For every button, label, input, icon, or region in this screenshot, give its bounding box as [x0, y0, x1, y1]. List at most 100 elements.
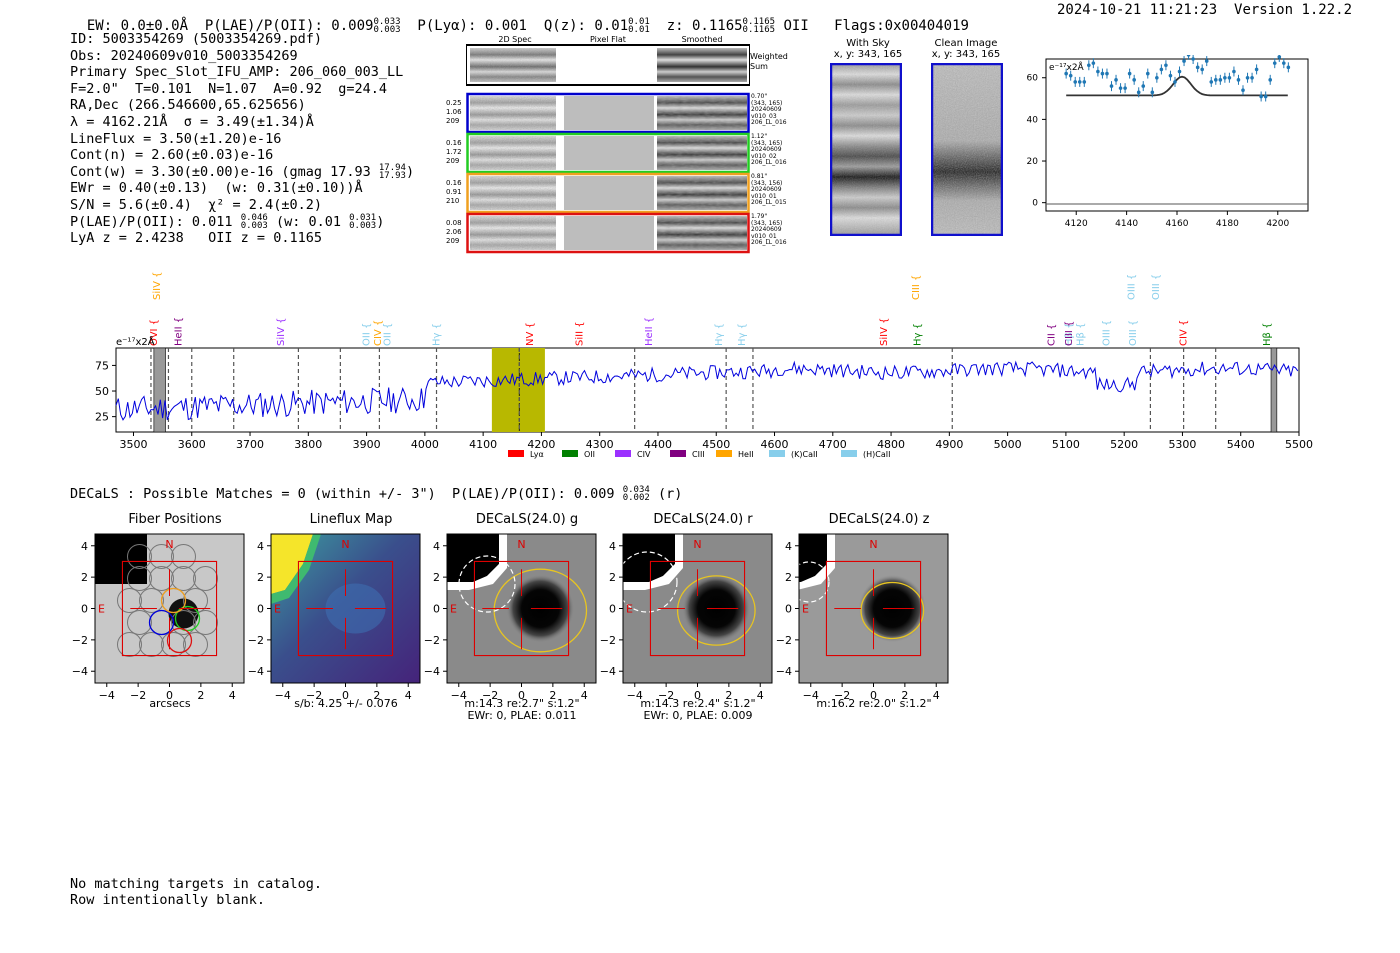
weighted-sum-label: Weighted Sum [750, 52, 788, 71]
panel-xtick: 0 [166, 689, 173, 702]
spectrum-xtick: 4700 [819, 438, 847, 451]
zoom-datapoint [1218, 74, 1223, 85]
panel-xtick: −4 [803, 689, 819, 702]
decals-panel-3: DECaLS(24.0) r N E 4 2 0 −2 −4 −4 −2 0 2 4 m:14.3 re:… [598, 512, 798, 724]
panel-ytick: 0 [785, 603, 792, 616]
neighbor-ellipse [799, 561, 830, 603]
spectral-line-label: SiIV { [879, 318, 890, 346]
panel-xtick: 0 [518, 689, 525, 702]
zoom-datapoint [1105, 68, 1109, 79]
panel-ytick: 0 [81, 603, 88, 616]
panel-xtick: 4 [933, 689, 940, 702]
galaxy-ellipse [860, 581, 925, 640]
weighted-sum-smoothed [657, 48, 747, 82]
panel-xtick: 2 [901, 689, 908, 702]
col-pixflat-label: Pixel Flat [590, 35, 626, 44]
zoom-datapoint [1263, 91, 1268, 102]
spectral-line-label: SiIV { [276, 318, 287, 346]
zoom-datapoint [1268, 74, 1273, 85]
svg-text:CIV: CIV [637, 450, 651, 459]
spectral-line-label: SiIV { [152, 272, 163, 300]
cutout-row-frame [466, 172, 750, 214]
panel-ytick: 4 [609, 540, 616, 553]
zoom-datapoint [1227, 72, 1232, 83]
spectral-line-label: OIII { [1128, 320, 1139, 346]
panel-xtick: −4 [451, 689, 467, 702]
zoom-datapoint [1168, 70, 1173, 81]
spectral-line-label: CIII { [1064, 321, 1075, 346]
cutout-row-values: 0.25 1.06 209 [446, 99, 462, 125]
spectrum-xtick: 4600 [761, 438, 789, 451]
spectrum-ytick: 75 [95, 359, 109, 372]
spectrum-xtick: 4900 [935, 438, 963, 451]
header-plya: P(Lyα): 0.001 [417, 18, 527, 34]
zoom-datapoint [1236, 74, 1241, 85]
zoom-datapoint [1213, 74, 1218, 85]
zoom-datapoint [1159, 64, 1164, 75]
panel-image [447, 534, 596, 683]
panel-xtick: −2 [482, 689, 498, 702]
spectrum-xtick: 4100 [469, 438, 497, 451]
zoom-datapoint [1109, 81, 1114, 92]
info-obs: Obs: 20240609v010_5003354269 [70, 47, 298, 64]
zoom-datapoint [1254, 64, 1259, 75]
north-label: N [341, 538, 349, 551]
zoom-datapoint [1223, 72, 1227, 83]
panel-ytick: 4 [257, 540, 264, 553]
zoom-datapoint [1259, 91, 1263, 102]
zoom-datapoint [1241, 85, 1245, 96]
zoom-datapoint [1068, 70, 1073, 81]
zoom-datapoint [1136, 87, 1141, 98]
footer-notes: No matching targets in catalog. Row inte… [70, 876, 322, 908]
panel-ytick: −2 [248, 634, 264, 647]
spectral-line-label: CIV { [1179, 320, 1190, 346]
panel-xtick: 0 [694, 689, 701, 702]
spectral-line-label: OVI { [149, 319, 160, 346]
panel-xtick: −2 [658, 689, 674, 702]
spectral-line-label: Hβ { [1262, 323, 1273, 346]
header-qz: Q(z): 0.01 [543, 18, 629, 34]
zoom-datapoint [1191, 55, 1195, 64]
zoom-datapoint [1127, 68, 1132, 79]
spectrum-xtick: 3600 [178, 438, 206, 451]
legend-item: (K)CaII [769, 450, 818, 459]
panel-ytick: 2 [257, 571, 264, 584]
decals-panel-2: DECaLS(24.0) g N E 4 2 0 −2 −4 −4 −2 0 2 4 m:14.3 re:… [422, 512, 622, 724]
spectral-line-label: HeII { [644, 317, 655, 346]
galaxy-ellipse [676, 575, 756, 646]
spectral-line-label: Hγ { [737, 323, 748, 346]
zoom-datapoint [1200, 64, 1204, 75]
zoom-datapoint [1204, 56, 1209, 67]
zoom-datapoint [1091, 58, 1096, 69]
masked-region [1270, 347, 1278, 433]
panel-xtick: 4 [229, 689, 236, 702]
zoom-datapoint [1082, 76, 1087, 87]
aperture-box [473, 560, 570, 657]
zoom-datapoint [1182, 56, 1186, 67]
spectral-line-label: Hβ { [1064, 323, 1075, 346]
zoom-datapoint [1123, 83, 1127, 94]
svg-text:HeII: HeII [738, 450, 754, 459]
spectrum-xtick: 4400 [644, 438, 672, 451]
spectral-line-label: Hβ { [1075, 323, 1086, 346]
spectrum-ytick: 50 [95, 385, 109, 398]
masked-region [153, 347, 166, 433]
zoom-datapoint [1077, 76, 1082, 87]
panel-ytick: −2 [72, 634, 88, 647]
spectrum-xtick: 4800 [877, 438, 905, 451]
legend-item: HeII [716, 450, 754, 459]
zoom-datapoint [1100, 68, 1105, 79]
cutout-row-frame [466, 212, 750, 254]
panel-title: Fiber Positions [128, 512, 222, 527]
info-contn: Cont(n) = 2.60(±0.03)e-16 [70, 147, 274, 164]
zoom-datapoint [1209, 76, 1214, 87]
spectrum-axes [115, 347, 1300, 433]
zoom-xtick: 4160 [1166, 219, 1189, 229]
spectrum-curve [115, 360, 1299, 421]
panel-caption: m:14.3 re:2.4" s:1.2" EWr: 0, PLAE: 0.009 [640, 697, 756, 722]
spectral-line-label: OIII { [1151, 274, 1162, 300]
panel-ytick: 2 [785, 571, 792, 584]
panel-xtick: −4 [275, 689, 291, 702]
spectrum-xtick: 3900 [353, 438, 381, 451]
detection-info: ID: 5003354269 (5003354269.pdf) Obs: 202… [70, 31, 414, 247]
